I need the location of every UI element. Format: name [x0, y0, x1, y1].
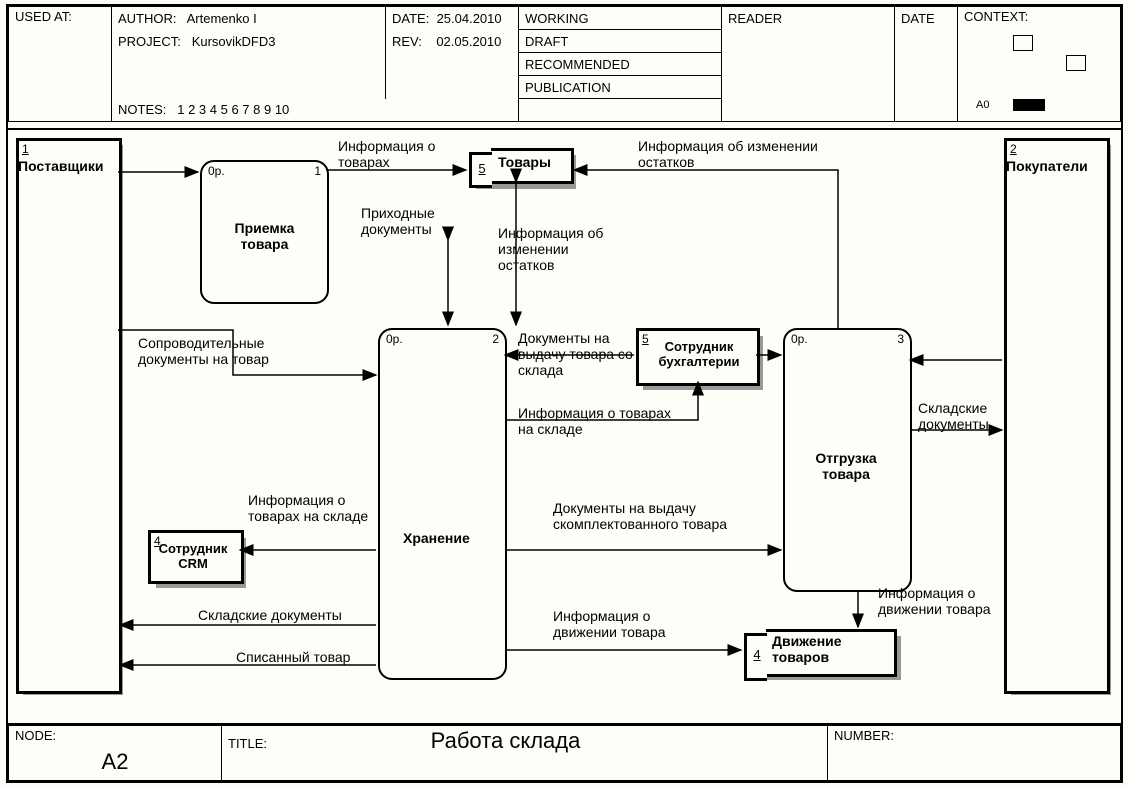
- flow-12: Складские документы: [198, 607, 378, 623]
- project-label: PROJECT:: [118, 34, 181, 49]
- flow-11: Информация о движении товара: [878, 585, 998, 617]
- node-label: NODE:: [15, 728, 56, 743]
- s5-num: 5: [469, 152, 492, 188]
- p3-tag: 0р.: [791, 332, 808, 346]
- p1-num: 1: [314, 164, 321, 178]
- title-label: TITLE:: [228, 736, 267, 751]
- flow-3: Приходные документы: [361, 205, 461, 237]
- crm-label: Сотрудник CRM: [152, 542, 234, 572]
- rev-label: REV:: [392, 34, 422, 49]
- suppliers-num: 1: [22, 142, 29, 156]
- context-box-2: [1066, 55, 1086, 71]
- p2-num: 2: [492, 332, 499, 346]
- flow-1: Информация о товарах: [338, 138, 458, 170]
- flow-14: Информация о движении товара: [553, 608, 713, 640]
- title-value: Работа склада: [431, 728, 581, 753]
- s5-label: Товары: [498, 154, 551, 170]
- p3-num: 3: [897, 332, 904, 346]
- recommended-label: RECOMMENDED: [525, 57, 630, 72]
- acc-label: Сотрудник бухгалтерии: [644, 340, 754, 370]
- flow-4: Информация об изменении остатков: [498, 225, 618, 273]
- flow-6: Документы на выдачу товара со склада: [518, 330, 638, 378]
- flow-9: Информация о товарах на складе: [248, 492, 378, 524]
- p3-label: Отгрузка товара: [805, 450, 887, 482]
- header-table: USED AT: AUTHOR: Artemenko I DATE: 25.04…: [8, 6, 1121, 122]
- flow-5: Сопроводительные документы на товар: [138, 335, 328, 367]
- p2-label: Хранение: [403, 530, 470, 546]
- external-buyers: 2: [1004, 138, 1110, 694]
- project-value: KursovikDFD3: [192, 34, 276, 49]
- external-suppliers: 1: [16, 138, 122, 694]
- author-value: Artemenko I: [187, 11, 257, 26]
- draft-label: DRAFT: [525, 34, 568, 49]
- context-marker: [1013, 99, 1045, 111]
- footer: NODE: A2 TITLE: Работа склада NUMBER:: [8, 725, 1121, 781]
- s4-num: 4: [744, 633, 767, 681]
- p2-tag: 0р.: [386, 332, 403, 346]
- rev-value: 02.05.2010: [436, 34, 501, 49]
- date-label: DATE:: [392, 11, 429, 26]
- number-label: NUMBER:: [834, 728, 894, 743]
- used-at-label: USED AT:: [15, 9, 72, 24]
- flow-8: Складские документы: [918, 400, 1008, 432]
- p1-tag: 0р.: [208, 164, 225, 178]
- date-value: 25.04.2010: [437, 11, 502, 26]
- suppliers-label: Поставщики: [18, 158, 104, 174]
- context-box-1: [1013, 35, 1033, 51]
- buyers-label: Покупатели: [1006, 158, 1088, 174]
- node-value: A2: [15, 749, 215, 775]
- diagram-area: 1 Поставщики 2 Покупатели 0р. 1 Приемка …: [8, 128, 1121, 725]
- p1-label: Приемка товара: [222, 220, 307, 252]
- reader-label: READER: [728, 11, 782, 26]
- working-label: WORKING: [525, 11, 589, 26]
- flow-10: Документы на выдачу скомплектованного то…: [553, 500, 743, 532]
- flow-7: Информация о товарах на складе: [518, 405, 678, 437]
- flow-13: Списанный товар: [236, 649, 386, 665]
- buyers-num: 2: [1010, 142, 1017, 156]
- publication-label: PUBLICATION: [525, 80, 611, 95]
- date2-label: DATE: [901, 11, 935, 26]
- process-2: 0р. 2: [378, 328, 507, 680]
- context-label: CONTEXT:: [964, 9, 1028, 24]
- a0-label: A0: [976, 99, 989, 111]
- notes-value: 1 2 3 4 5 6 7 8 9 10: [177, 102, 289, 117]
- author-label: AUTHOR:: [118, 11, 177, 26]
- flow-2: Информация об изменении остатков: [638, 138, 818, 170]
- s4-label: Движение товаров: [772, 633, 892, 665]
- notes-label: NOTES:: [118, 102, 166, 117]
